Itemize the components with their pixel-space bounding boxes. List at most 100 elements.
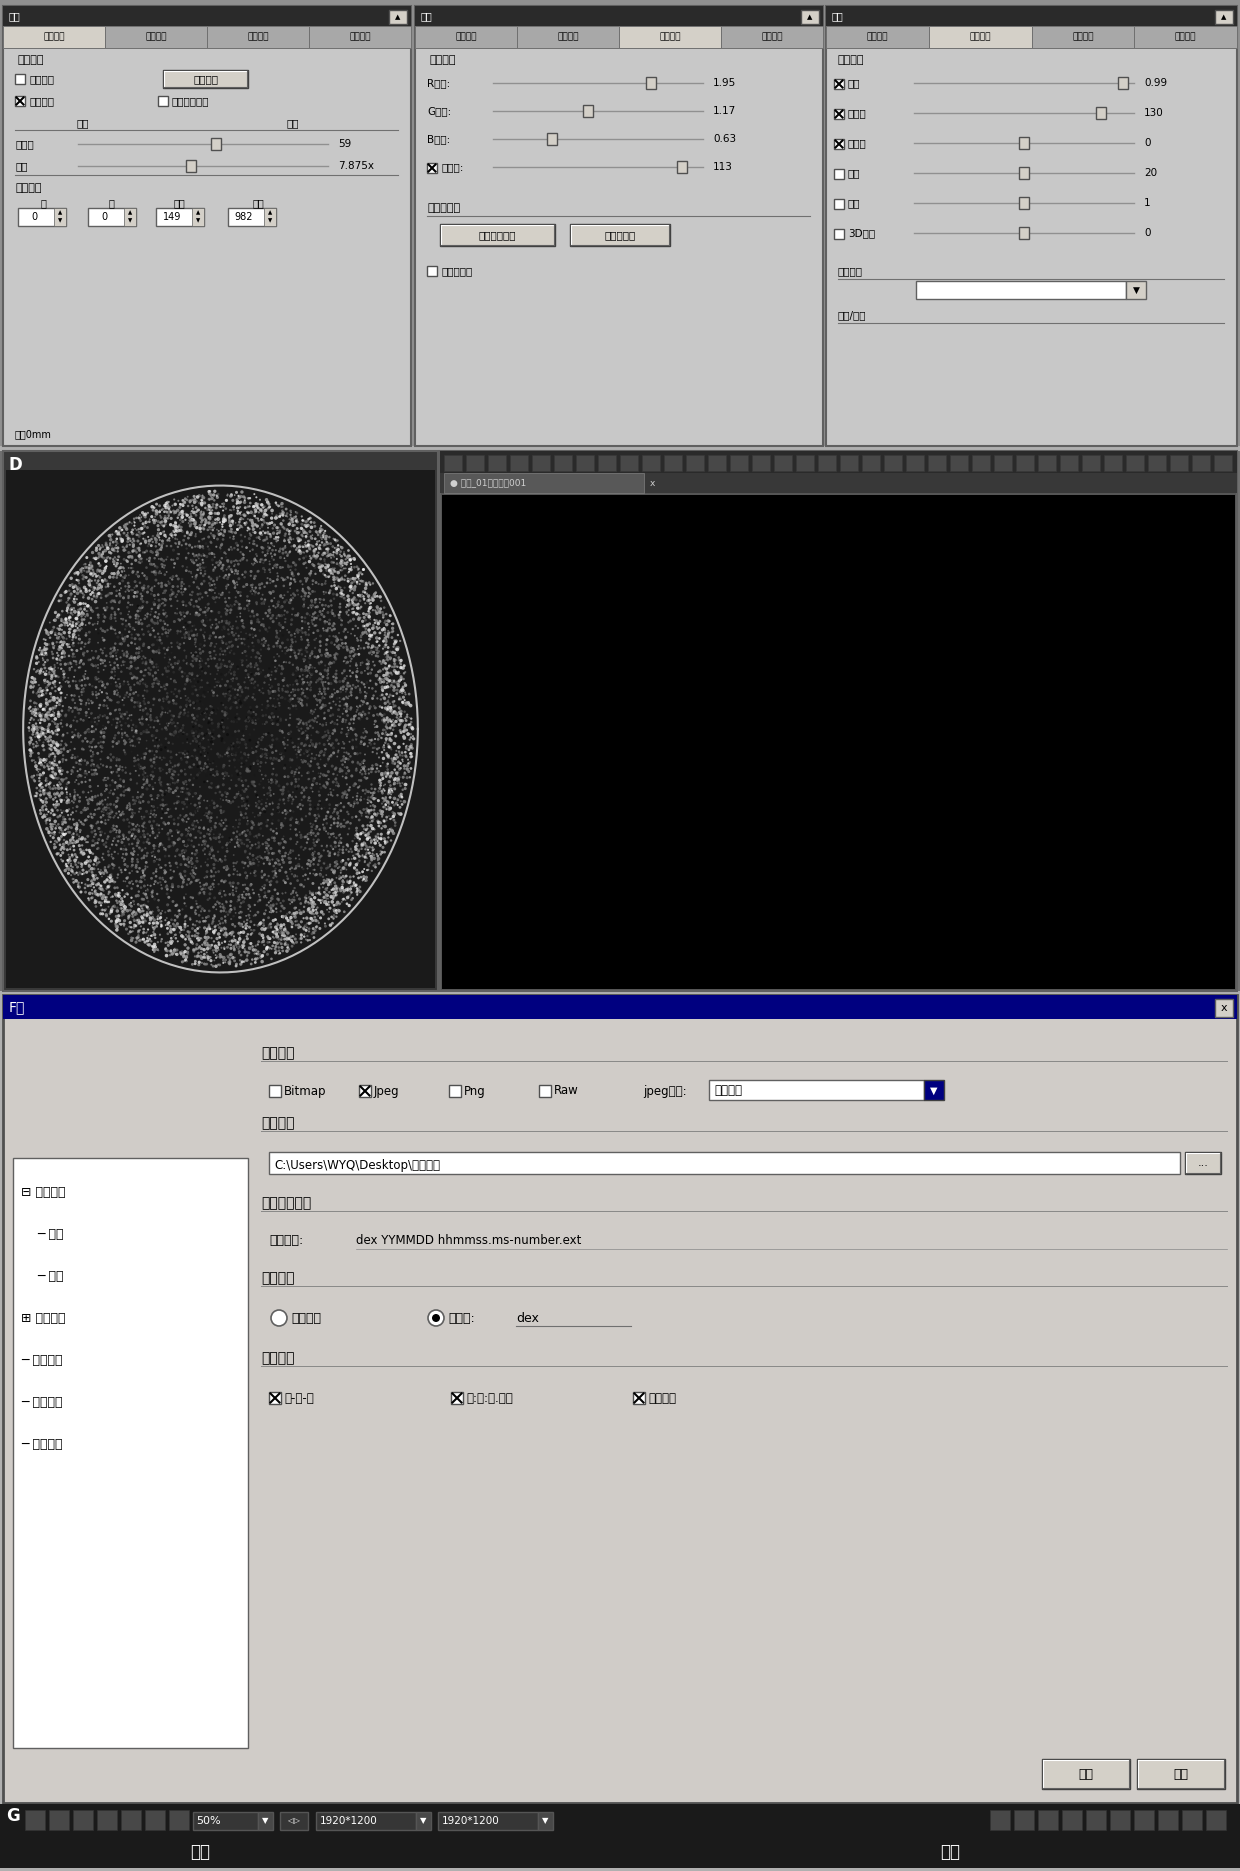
- Point: [100, 883, 120, 913]
- Point: [191, 653, 211, 683]
- Point: [325, 610, 345, 640]
- Point: [135, 879, 155, 909]
- Point: [228, 492, 248, 522]
- Point: [277, 636, 296, 666]
- Text: 前缀字符: 前缀字符: [260, 1270, 295, 1285]
- Point: [370, 657, 389, 687]
- Point: [316, 801, 336, 831]
- Point: [105, 638, 125, 668]
- Point: [321, 558, 341, 587]
- Point: [43, 754, 63, 784]
- Bar: [211, 138, 221, 150]
- Point: [217, 778, 237, 808]
- Point: [347, 692, 367, 722]
- Point: [242, 573, 262, 602]
- Point: [221, 943, 241, 973]
- Point: [213, 492, 233, 522]
- Point: [243, 636, 263, 666]
- Point: [321, 556, 341, 586]
- Point: [205, 849, 224, 879]
- Point: [56, 851, 76, 881]
- Point: [197, 767, 217, 797]
- Point: [343, 597, 363, 627]
- Point: [397, 750, 417, 780]
- Point: [212, 509, 232, 539]
- Point: [151, 926, 171, 956]
- Point: [133, 586, 153, 616]
- Point: [77, 717, 97, 747]
- Point: [105, 629, 125, 659]
- Point: [110, 548, 130, 578]
- Point: [295, 864, 315, 894]
- Point: [27, 694, 47, 724]
- Point: [219, 505, 239, 535]
- Point: [348, 634, 368, 664]
- Point: [135, 660, 155, 690]
- Point: [160, 496, 180, 526]
- Point: [79, 765, 99, 795]
- Point: [100, 833, 120, 863]
- Point: [182, 913, 202, 943]
- Point: [64, 587, 84, 617]
- Point: [67, 573, 87, 602]
- Point: [257, 509, 277, 539]
- Point: [306, 730, 326, 760]
- Point: [259, 866, 279, 896]
- Point: [378, 818, 398, 848]
- Point: [144, 932, 164, 962]
- Point: [386, 711, 405, 741]
- Point: [186, 509, 206, 539]
- Point: [284, 797, 304, 827]
- Point: [212, 713, 232, 743]
- Point: [378, 694, 398, 724]
- Point: [35, 720, 55, 750]
- Point: [319, 819, 339, 849]
- Point: [324, 580, 343, 610]
- Point: [348, 554, 368, 584]
- Point: [113, 799, 133, 829]
- Point: [196, 602, 216, 632]
- Point: [211, 941, 231, 971]
- Point: [264, 754, 284, 784]
- Point: [301, 743, 321, 773]
- Point: [107, 750, 126, 780]
- Point: [305, 906, 325, 936]
- Point: [279, 848, 299, 877]
- Point: [46, 692, 66, 722]
- Point: [129, 634, 149, 664]
- Point: [195, 677, 215, 707]
- Point: [274, 741, 294, 771]
- Point: [329, 694, 348, 724]
- Point: [326, 726, 346, 756]
- Point: [306, 821, 326, 851]
- Point: [211, 784, 231, 814]
- Point: [306, 543, 326, 573]
- Point: [317, 640, 337, 670]
- Point: [157, 694, 177, 724]
- Point: [228, 515, 248, 544]
- Point: [226, 683, 246, 713]
- Point: [355, 752, 374, 782]
- Point: [384, 765, 404, 795]
- Point: [105, 657, 125, 687]
- Point: [317, 767, 337, 797]
- Point: [259, 876, 279, 906]
- Point: [267, 919, 286, 949]
- Point: [46, 735, 66, 765]
- Point: [91, 614, 110, 644]
- Point: [371, 617, 391, 647]
- Point: [190, 552, 210, 582]
- Point: [342, 595, 362, 625]
- Point: [47, 795, 67, 825]
- Point: [226, 928, 246, 958]
- Point: [267, 735, 286, 765]
- Point: [327, 849, 347, 879]
- Point: [186, 797, 206, 827]
- Point: [315, 703, 335, 733]
- Point: [215, 537, 234, 567]
- Point: [372, 705, 392, 735]
- Point: [213, 621, 233, 651]
- Point: [35, 668, 55, 698]
- Point: [182, 921, 202, 950]
- Point: [118, 825, 138, 855]
